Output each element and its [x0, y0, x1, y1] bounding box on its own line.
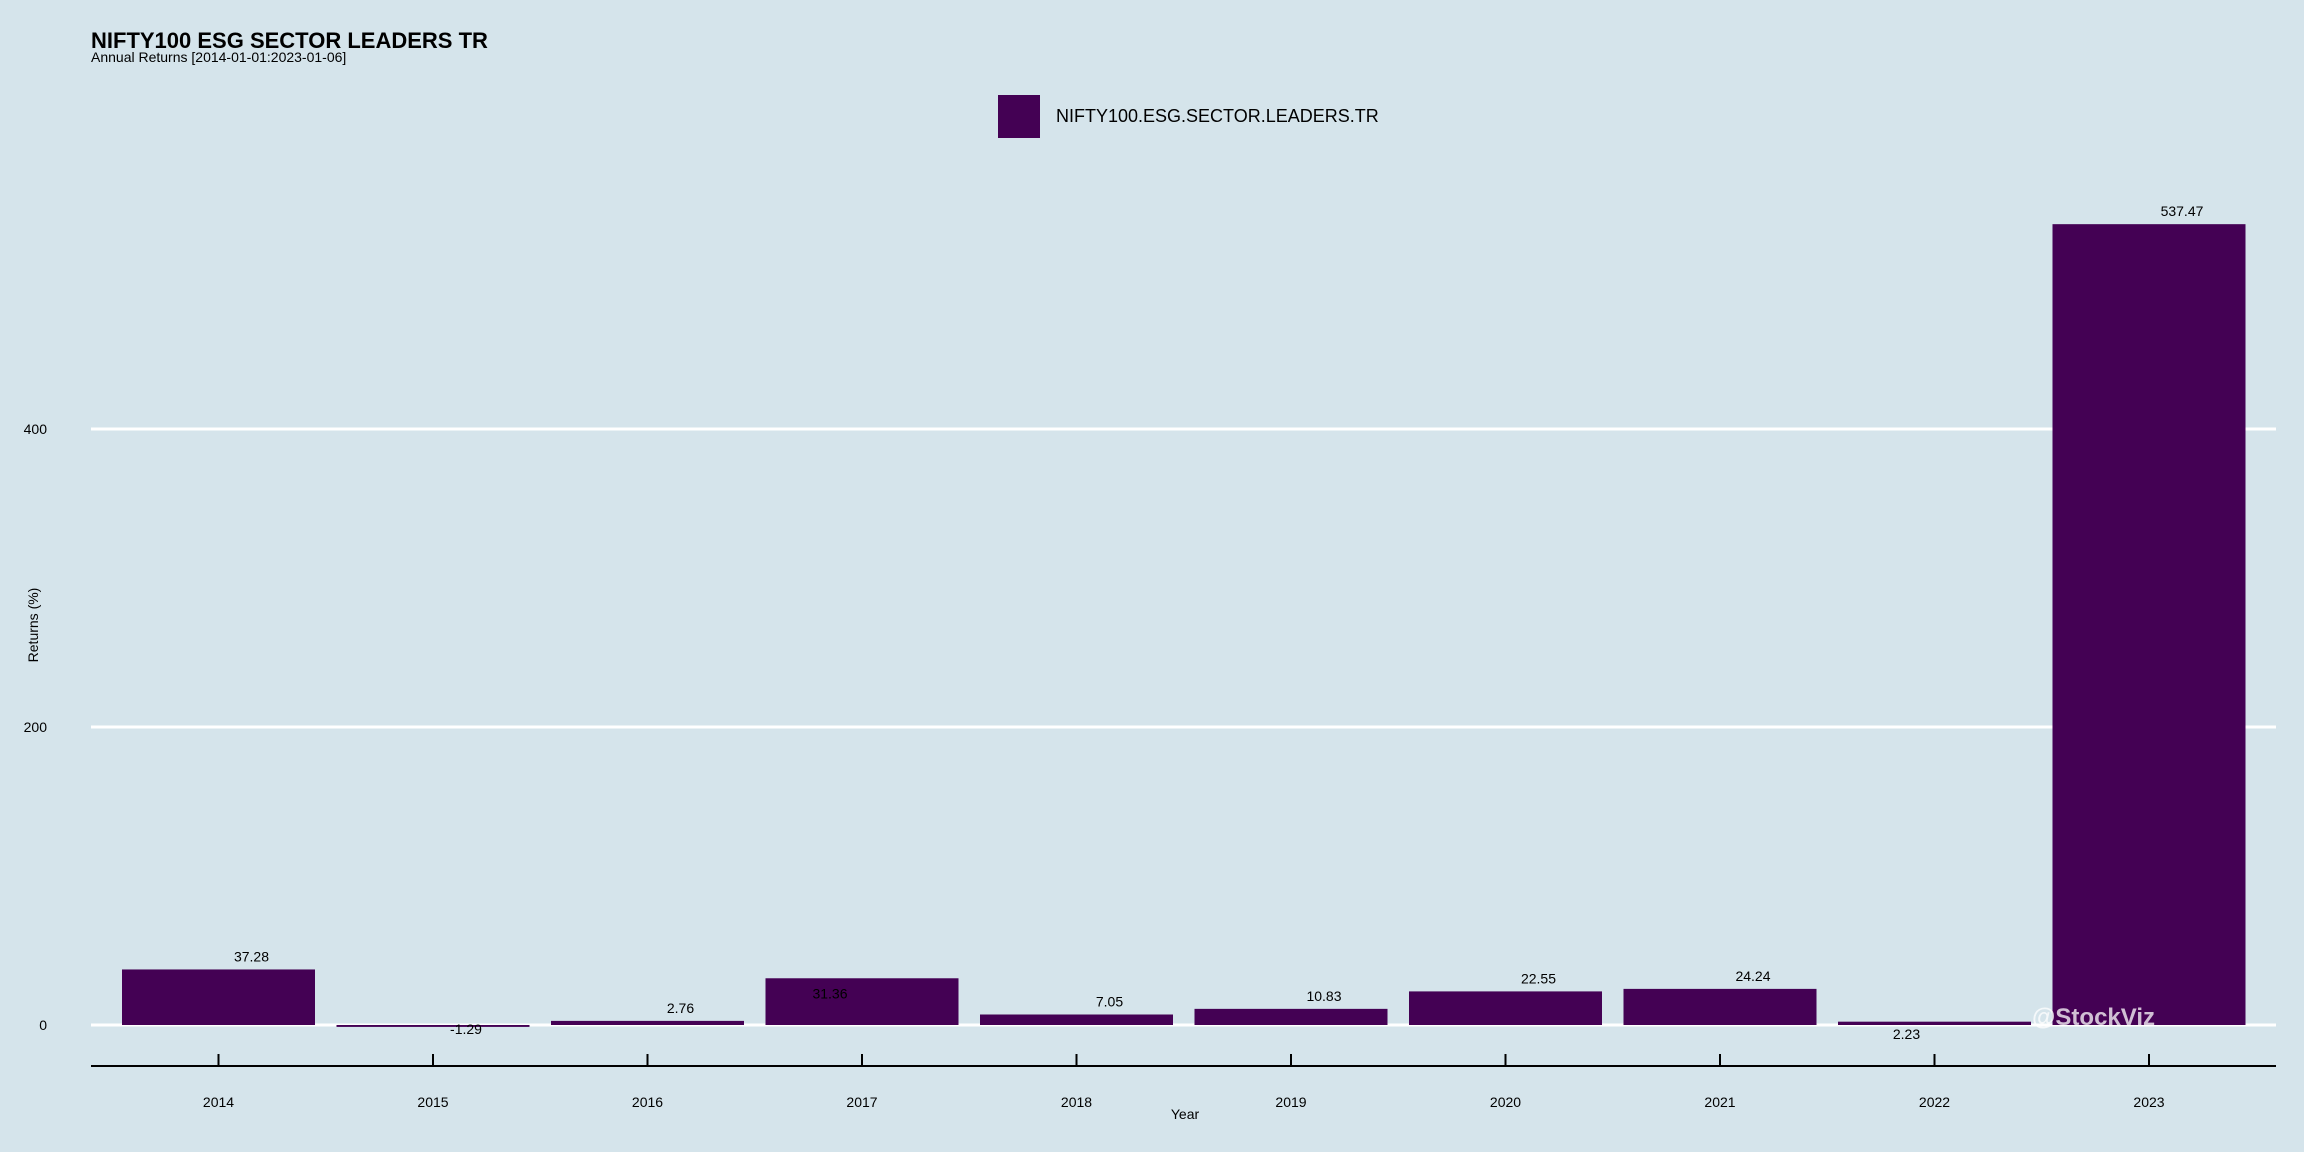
x-tick-label: 2015 — [417, 1094, 448, 1110]
legend: NIFTY100.ESG.SECTOR.LEADERS.TR — [998, 95, 1379, 138]
watermark: @StockViz — [2032, 1004, 2155, 1031]
chart-title: NIFTY100 ESG SECTOR LEADERS TR — [91, 28, 488, 53]
data-label: 2.76 — [667, 1000, 694, 1016]
x-tick-label: 2016 — [632, 1094, 663, 1110]
x-axis-label: Year — [1170, 1106, 1200, 1122]
x-tick-label: 2023 — [2133, 1094, 2164, 1110]
bar — [551, 1020, 744, 1025]
data-label: 10.83 — [1306, 988, 1341, 1004]
data-label: 537.47 — [2161, 203, 2204, 219]
bar — [2052, 224, 2246, 1026]
x-tick-label: 2020 — [1490, 1094, 1521, 1110]
bar — [1409, 991, 1602, 1025]
bar — [765, 978, 959, 1025]
bar — [980, 1014, 1173, 1025]
x-tick-label: 2017 — [846, 1094, 877, 1110]
data-label: 7.05 — [1096, 993, 1123, 1009]
bar — [1194, 1008, 1388, 1025]
x-tick-label: 2018 — [1061, 1094, 1092, 1110]
x-tick-label: 2021 — [1704, 1094, 1735, 1110]
bar — [1838, 1021, 2031, 1025]
x-tick-label: 2014 — [203, 1094, 234, 1110]
data-label: 37.28 — [234, 948, 269, 964]
data-label: 22.55 — [1521, 970, 1556, 986]
legend-label: NIFTY100.ESG.SECTOR.LEADERS.TR — [1056, 106, 1379, 126]
data-label: 31.36 — [812, 985, 847, 1001]
bar — [1623, 988, 1817, 1025]
y-tick-label: 400 — [24, 421, 48, 437]
x-tick-label: 2022 — [1919, 1094, 1950, 1110]
bar — [122, 969, 315, 1025]
y-tick-label: 0 — [39, 1017, 47, 1033]
data-label: 24.24 — [1735, 968, 1770, 984]
legend-swatch — [998, 95, 1040, 138]
x-tick-label: 2019 — [1275, 1094, 1306, 1110]
data-label: 2.23 — [1893, 1026, 1920, 1042]
chart-subtitle: Annual Returns [2014-01-01:2023-01-06] — [91, 49, 347, 65]
y-tick-label: 200 — [24, 719, 48, 735]
bar — [336, 1025, 530, 1027]
data-label: -1.29 — [450, 1021, 482, 1037]
